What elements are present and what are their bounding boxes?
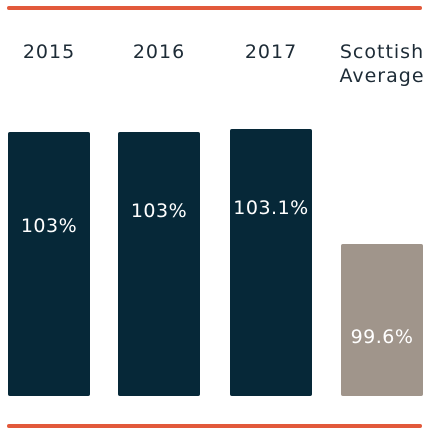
- bar: [341, 244, 423, 396]
- bar: [230, 129, 312, 396]
- category-label: 2016: [132, 41, 186, 63]
- bar: [118, 132, 200, 396]
- top-rule: [7, 6, 422, 10]
- data-label: 99.6%: [350, 326, 414, 349]
- category-label: 2017: [244, 41, 298, 63]
- data-label: 103.1%: [233, 197, 309, 219]
- category-label: 2015: [22, 41, 76, 63]
- bottom-rule: [7, 424, 422, 428]
- bar: [8, 132, 90, 396]
- data-label: 103%: [130, 200, 188, 223]
- category-label: Scottish Average: [339, 41, 425, 87]
- data-label: 103%: [20, 215, 78, 238]
